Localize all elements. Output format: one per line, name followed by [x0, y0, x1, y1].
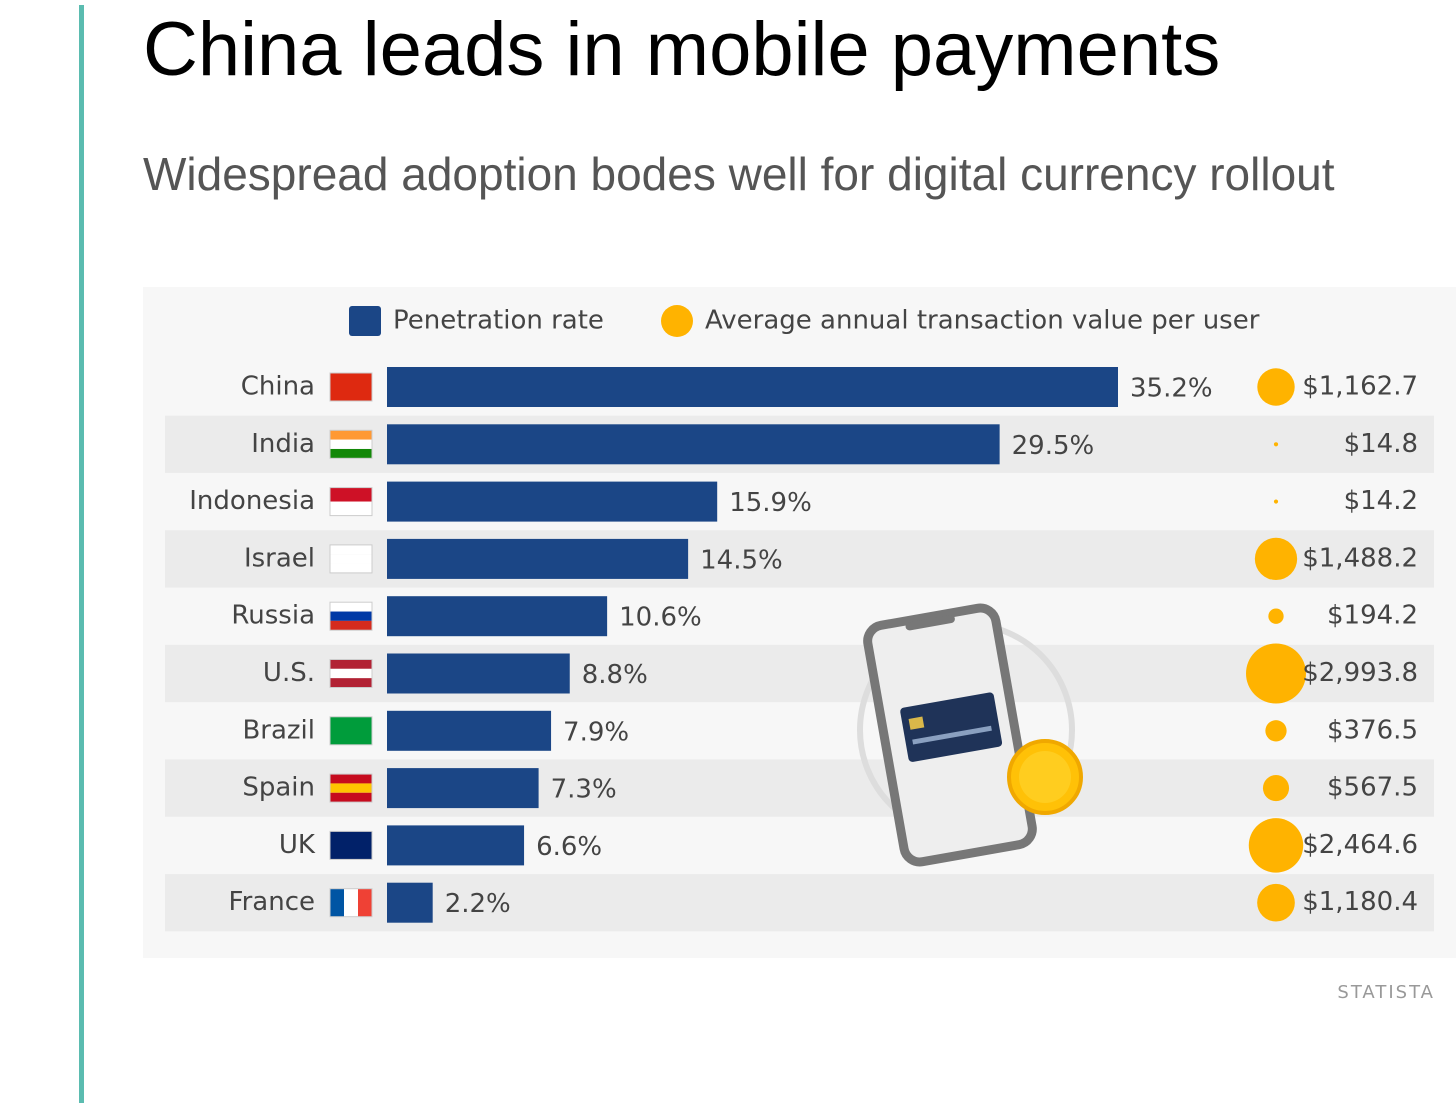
flag: [330, 501, 372, 516]
flag-border: [329, 487, 373, 517]
value-label: $2,464.6: [1302, 830, 1418, 860]
value-label: 2.2%: [445, 889, 511, 919]
legend-label: Penetration rate: [393, 306, 604, 336]
phone-illustration: [857, 603, 1083, 867]
flag: [330, 448, 372, 459]
bar: [387, 653, 570, 694]
flag: [358, 888, 372, 917]
bubble: [1273, 442, 1279, 447]
value-label: $376.5: [1327, 715, 1418, 745]
category-label: Russia: [231, 601, 315, 631]
flag: [330, 544, 372, 555]
flag-border: [329, 716, 373, 746]
category-label: Brazil: [242, 715, 315, 745]
value-label: $1,488.2: [1302, 543, 1418, 573]
value-label: $567.5: [1327, 773, 1418, 803]
flag: [330, 716, 372, 745]
category-label: Spain: [242, 773, 315, 803]
bar: [387, 882, 433, 923]
flag: [330, 554, 372, 564]
value-label: 7.9%: [563, 717, 629, 747]
bubble: [1265, 720, 1287, 742]
flag: [330, 659, 372, 669]
flag: [330, 439, 372, 449]
flag: [330, 602, 372, 612]
category-label: Israel: [244, 543, 315, 573]
bar: [387, 424, 1000, 465]
flag: [330, 430, 372, 440]
bubble: [1254, 537, 1298, 581]
value-label: 7.3%: [551, 775, 617, 805]
value-label: $1,162.7: [1302, 372, 1418, 402]
bar: [387, 596, 608, 637]
value-label: 29.5%: [1012, 431, 1095, 461]
legend-swatch: [661, 305, 693, 337]
bar: [387, 825, 525, 866]
chart-title: China leads in mobile payments: [143, 7, 1220, 92]
value-label: 14.5%: [700, 545, 783, 575]
category-label: UK: [279, 830, 316, 860]
flag-border: [329, 659, 373, 688]
bar: [387, 367, 1118, 407]
category-label: China: [241, 372, 315, 402]
flag: [344, 888, 358, 917]
bubble: [1273, 499, 1279, 504]
flag: [330, 792, 372, 803]
bubble: [1257, 883, 1295, 922]
category-label: U.S.: [263, 658, 315, 688]
flag-border: [329, 429, 373, 459]
bubble: [1257, 368, 1295, 406]
bar: [387, 710, 552, 751]
stripes: [165, 415, 1434, 932]
flag: [330, 668, 372, 679]
bubble: [1248, 818, 1304, 873]
bubble: [1268, 608, 1284, 624]
value-label: $1,180.4: [1302, 887, 1418, 917]
value-label: 10.6%: [619, 603, 702, 633]
flag: [330, 783, 372, 793]
flag-border: [329, 544, 373, 574]
value-label: $2,993.8: [1302, 658, 1418, 688]
flag-border: [329, 830, 373, 860]
accent-bar: [79, 5, 84, 1103]
flag-border: [329, 773, 373, 803]
value-label: 15.9%: [729, 488, 812, 518]
bubble: [1246, 643, 1306, 704]
value-label: $194.2: [1327, 601, 1418, 631]
category-label: France: [229, 887, 315, 917]
legend-label: Average annual transaction value per use…: [705, 306, 1260, 336]
row-stripe: [165, 644, 1434, 703]
flag: [330, 888, 344, 917]
flag: [330, 831, 372, 860]
flag: [330, 620, 372, 631]
value-label: 6.6%: [536, 832, 602, 862]
flag: [330, 487, 372, 502]
flag-border: [329, 888, 373, 918]
flag-border: [329, 601, 373, 631]
flag: [330, 774, 372, 784]
row-stripe: [165, 874, 1434, 932]
category-label: Indonesia: [189, 486, 315, 516]
source: STATISTA: [1337, 982, 1435, 1003]
flag: [330, 563, 372, 573]
value-label: $14.8: [1344, 429, 1418, 459]
bar: [387, 768, 539, 809]
flag: [330, 611, 372, 621]
flag: [330, 678, 372, 688]
category-label: India: [251, 429, 315, 459]
bubble: [1262, 775, 1290, 802]
bar: [387, 538, 689, 579]
flag: [330, 373, 372, 401]
legend-swatch: [349, 306, 381, 336]
row-stripe: [165, 759, 1434, 817]
bar: [387, 481, 718, 522]
row-stripe: [165, 530, 1434, 588]
value-label: $14.2: [1344, 486, 1418, 516]
chart-subtitle: Widespread adoption bodes well for digit…: [143, 148, 1335, 200]
flag-border: [329, 372, 373, 402]
value-label: 8.8%: [582, 660, 648, 690]
value-label: 35.2%: [1130, 374, 1213, 404]
